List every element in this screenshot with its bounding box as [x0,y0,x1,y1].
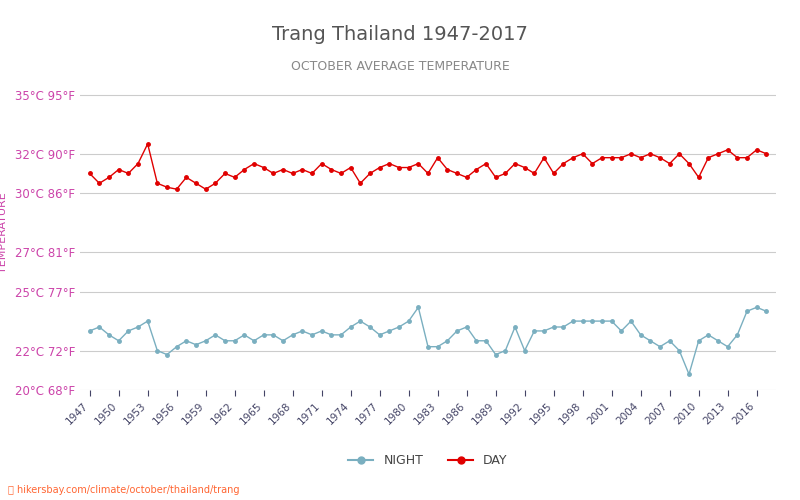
Text: OCTOBER AVERAGE TEMPERATURE: OCTOBER AVERAGE TEMPERATURE [290,60,510,73]
Text: Trang Thailand 1947-2017: Trang Thailand 1947-2017 [272,25,528,44]
Legend: NIGHT, DAY: NIGHT, DAY [343,449,513,472]
Text: 🌐 hikersbay.com/climate/october/thailand/trang: 🌐 hikersbay.com/climate/october/thailand… [8,485,239,495]
Y-axis label: TEMPERATURE: TEMPERATURE [0,192,8,273]
